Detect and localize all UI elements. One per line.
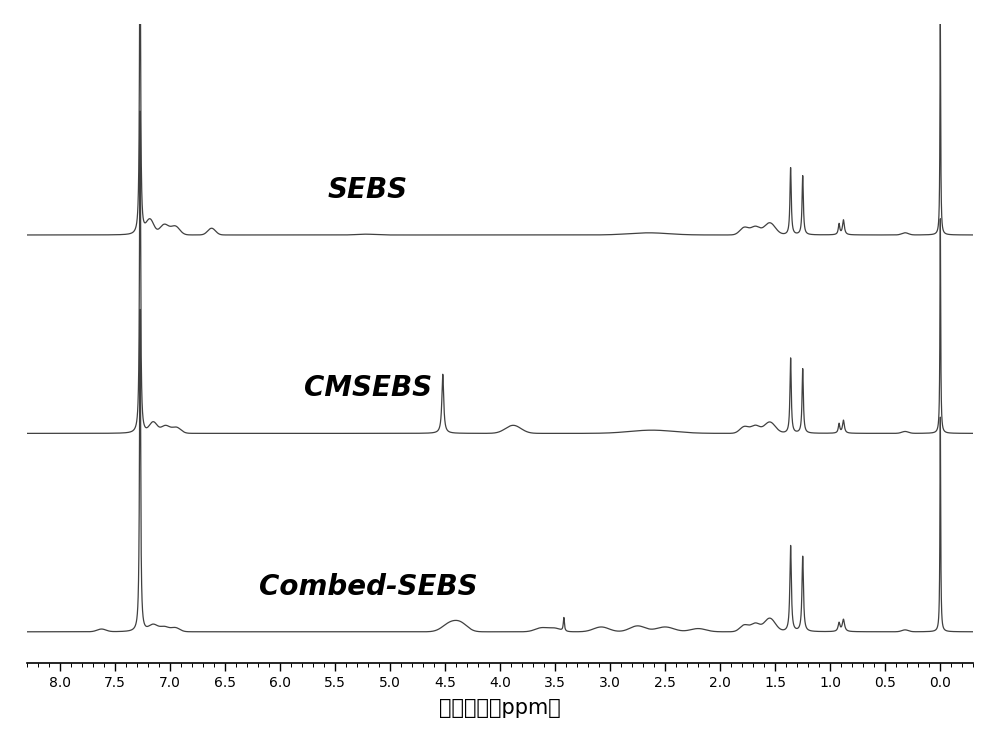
Text: Combed-SEBS: Combed-SEBS [259, 573, 477, 601]
Text: SEBS: SEBS [328, 176, 408, 204]
Text: CMSEBS: CMSEBS [304, 374, 432, 403]
X-axis label: 化学位移（ppm）: 化学位移（ppm） [439, 698, 561, 718]
